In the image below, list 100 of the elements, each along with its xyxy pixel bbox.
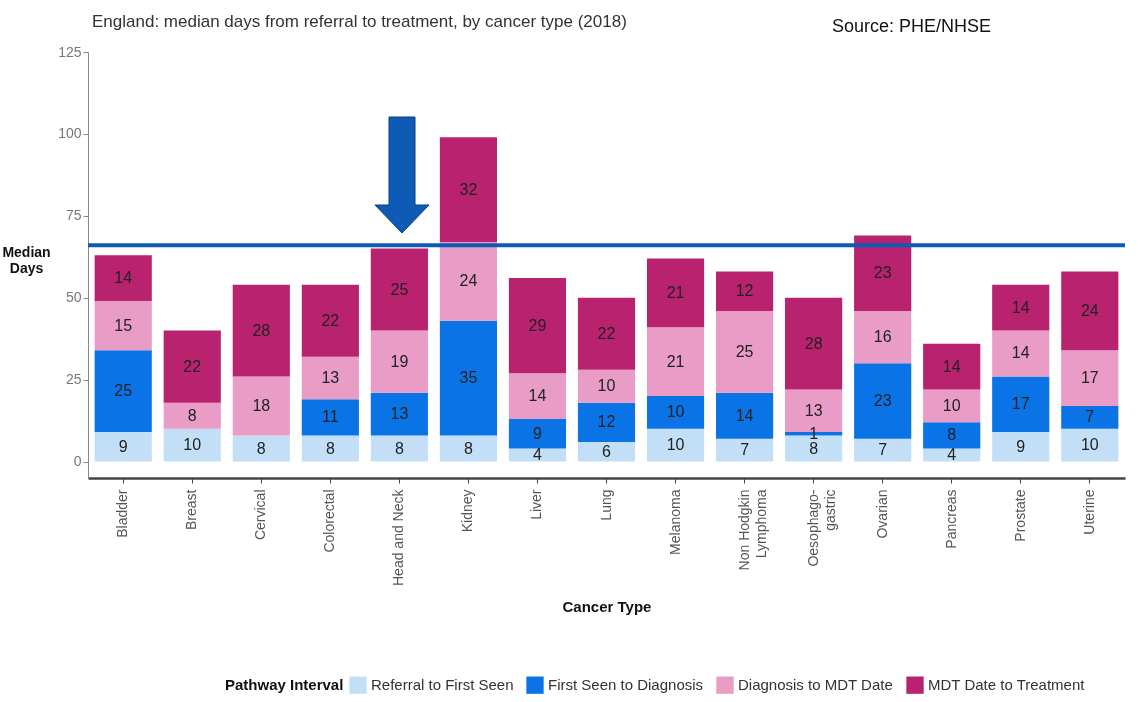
bar	[923, 448, 981, 462]
bar	[94, 255, 152, 302]
x-axis-title: Cancer Type	[562, 598, 652, 615]
bar	[854, 310, 912, 364]
data-label: 14	[528, 387, 547, 405]
data-label: 32	[459, 180, 478, 198]
bar	[508, 373, 567, 420]
data-label: 25	[735, 342, 754, 360]
data-label: 13	[321, 369, 340, 387]
bar	[370, 330, 428, 393]
data-label: 14	[735, 406, 754, 424]
data-label: 9	[1016, 437, 1026, 455]
data-label: 6	[602, 442, 612, 460]
y-axis-title: Median Days	[2, 243, 51, 276]
bar	[301, 284, 359, 357]
data-label: 4	[947, 446, 957, 464]
bar	[163, 428, 221, 462]
x-tick-label: Prostate	[1011, 489, 1028, 542]
legend-title: Pathway Interval	[225, 676, 344, 693]
x-tick-label: Uterine	[1080, 489, 1097, 535]
data-label: 19	[390, 352, 409, 370]
bar	[232, 284, 290, 377]
bar	[439, 435, 497, 462]
data-label: 21	[666, 283, 685, 301]
bar	[646, 258, 705, 328]
bar	[163, 402, 221, 429]
data-label: 22	[321, 311, 340, 329]
legend-label: First Seen to Diagnosis	[548, 676, 704, 694]
data-label: 8	[325, 439, 335, 457]
bar	[439, 242, 497, 321]
x-tick-label: Lung	[597, 489, 614, 521]
bar	[854, 438, 912, 462]
bar	[1061, 271, 1119, 351]
data-label: 11	[322, 408, 339, 426]
x-tick-label: Kidney	[459, 489, 476, 533]
data-label: 14	[114, 269, 133, 287]
data-label: 25	[114, 382, 133, 400]
data-label: 15	[114, 316, 133, 334]
chart-title: England: median days from referral to treatment, by cancer type (2018)	[92, 12, 627, 31]
bar	[508, 278, 567, 374]
data-label: 8	[809, 439, 819, 457]
bar	[716, 310, 774, 393]
data-label: 17	[1080, 369, 1099, 387]
data-label: 8	[394, 439, 404, 457]
bar	[923, 422, 981, 449]
data-label: 10	[183, 436, 202, 454]
data-label: 8	[463, 439, 473, 457]
data-label: 14	[942, 357, 961, 375]
source-note: Source: PHE/NHSE	[832, 16, 992, 37]
bar	[508, 419, 567, 449]
data-label: 10	[597, 377, 616, 395]
data-label: 4	[533, 446, 543, 464]
bar	[301, 435, 359, 462]
data-label: 13	[390, 405, 409, 423]
x-tick-label: Colorectal	[321, 489, 338, 553]
data-label: 9	[533, 424, 543, 442]
data-label: 10	[666, 436, 685, 454]
bar	[370, 435, 428, 462]
bar	[1061, 405, 1119, 429]
x-tick-label: Bladder	[114, 489, 131, 538]
y-tick-label: 50	[65, 289, 82, 306]
bar	[646, 396, 705, 429]
bar	[301, 356, 359, 400]
bar	[439, 137, 497, 243]
data-label: 13	[804, 401, 823, 419]
data-label: 23	[873, 391, 892, 409]
data-label: 14	[1011, 298, 1030, 316]
bar	[370, 392, 428, 436]
bar	[923, 343, 981, 390]
data-label: 16	[873, 328, 892, 346]
bar	[646, 327, 705, 397]
bar	[508, 448, 567, 462]
y-tick-label: 125	[58, 43, 82, 60]
bar	[992, 330, 1050, 377]
bar	[439, 320, 497, 436]
data-label: 24	[459, 272, 478, 290]
bar	[716, 271, 774, 311]
y-tick-label: 100	[58, 125, 82, 142]
data-label: 12	[735, 282, 754, 300]
bar	[646, 428, 705, 462]
data-label: 9	[118, 437, 128, 455]
y-tick-label: 75	[65, 207, 82, 224]
y-tick-label: 25	[65, 371, 82, 388]
bar	[1061, 350, 1119, 406]
legend-label: Referral to First Seen	[371, 676, 514, 694]
bar	[301, 399, 359, 436]
bar	[577, 369, 636, 403]
bar	[232, 376, 290, 436]
data-label: 7	[740, 441, 750, 459]
data-label: 18	[252, 396, 271, 414]
bar	[94, 350, 152, 433]
data-label: 29	[528, 316, 547, 334]
bar	[716, 392, 774, 439]
data-label: 35	[459, 369, 478, 387]
bar	[163, 330, 221, 403]
data-label: 28	[252, 321, 271, 339]
bar	[370, 248, 428, 331]
data-label: 12	[597, 413, 616, 431]
legend-label: MDT Date to Treatment	[928, 676, 1086, 694]
data-label: 23	[873, 264, 892, 282]
